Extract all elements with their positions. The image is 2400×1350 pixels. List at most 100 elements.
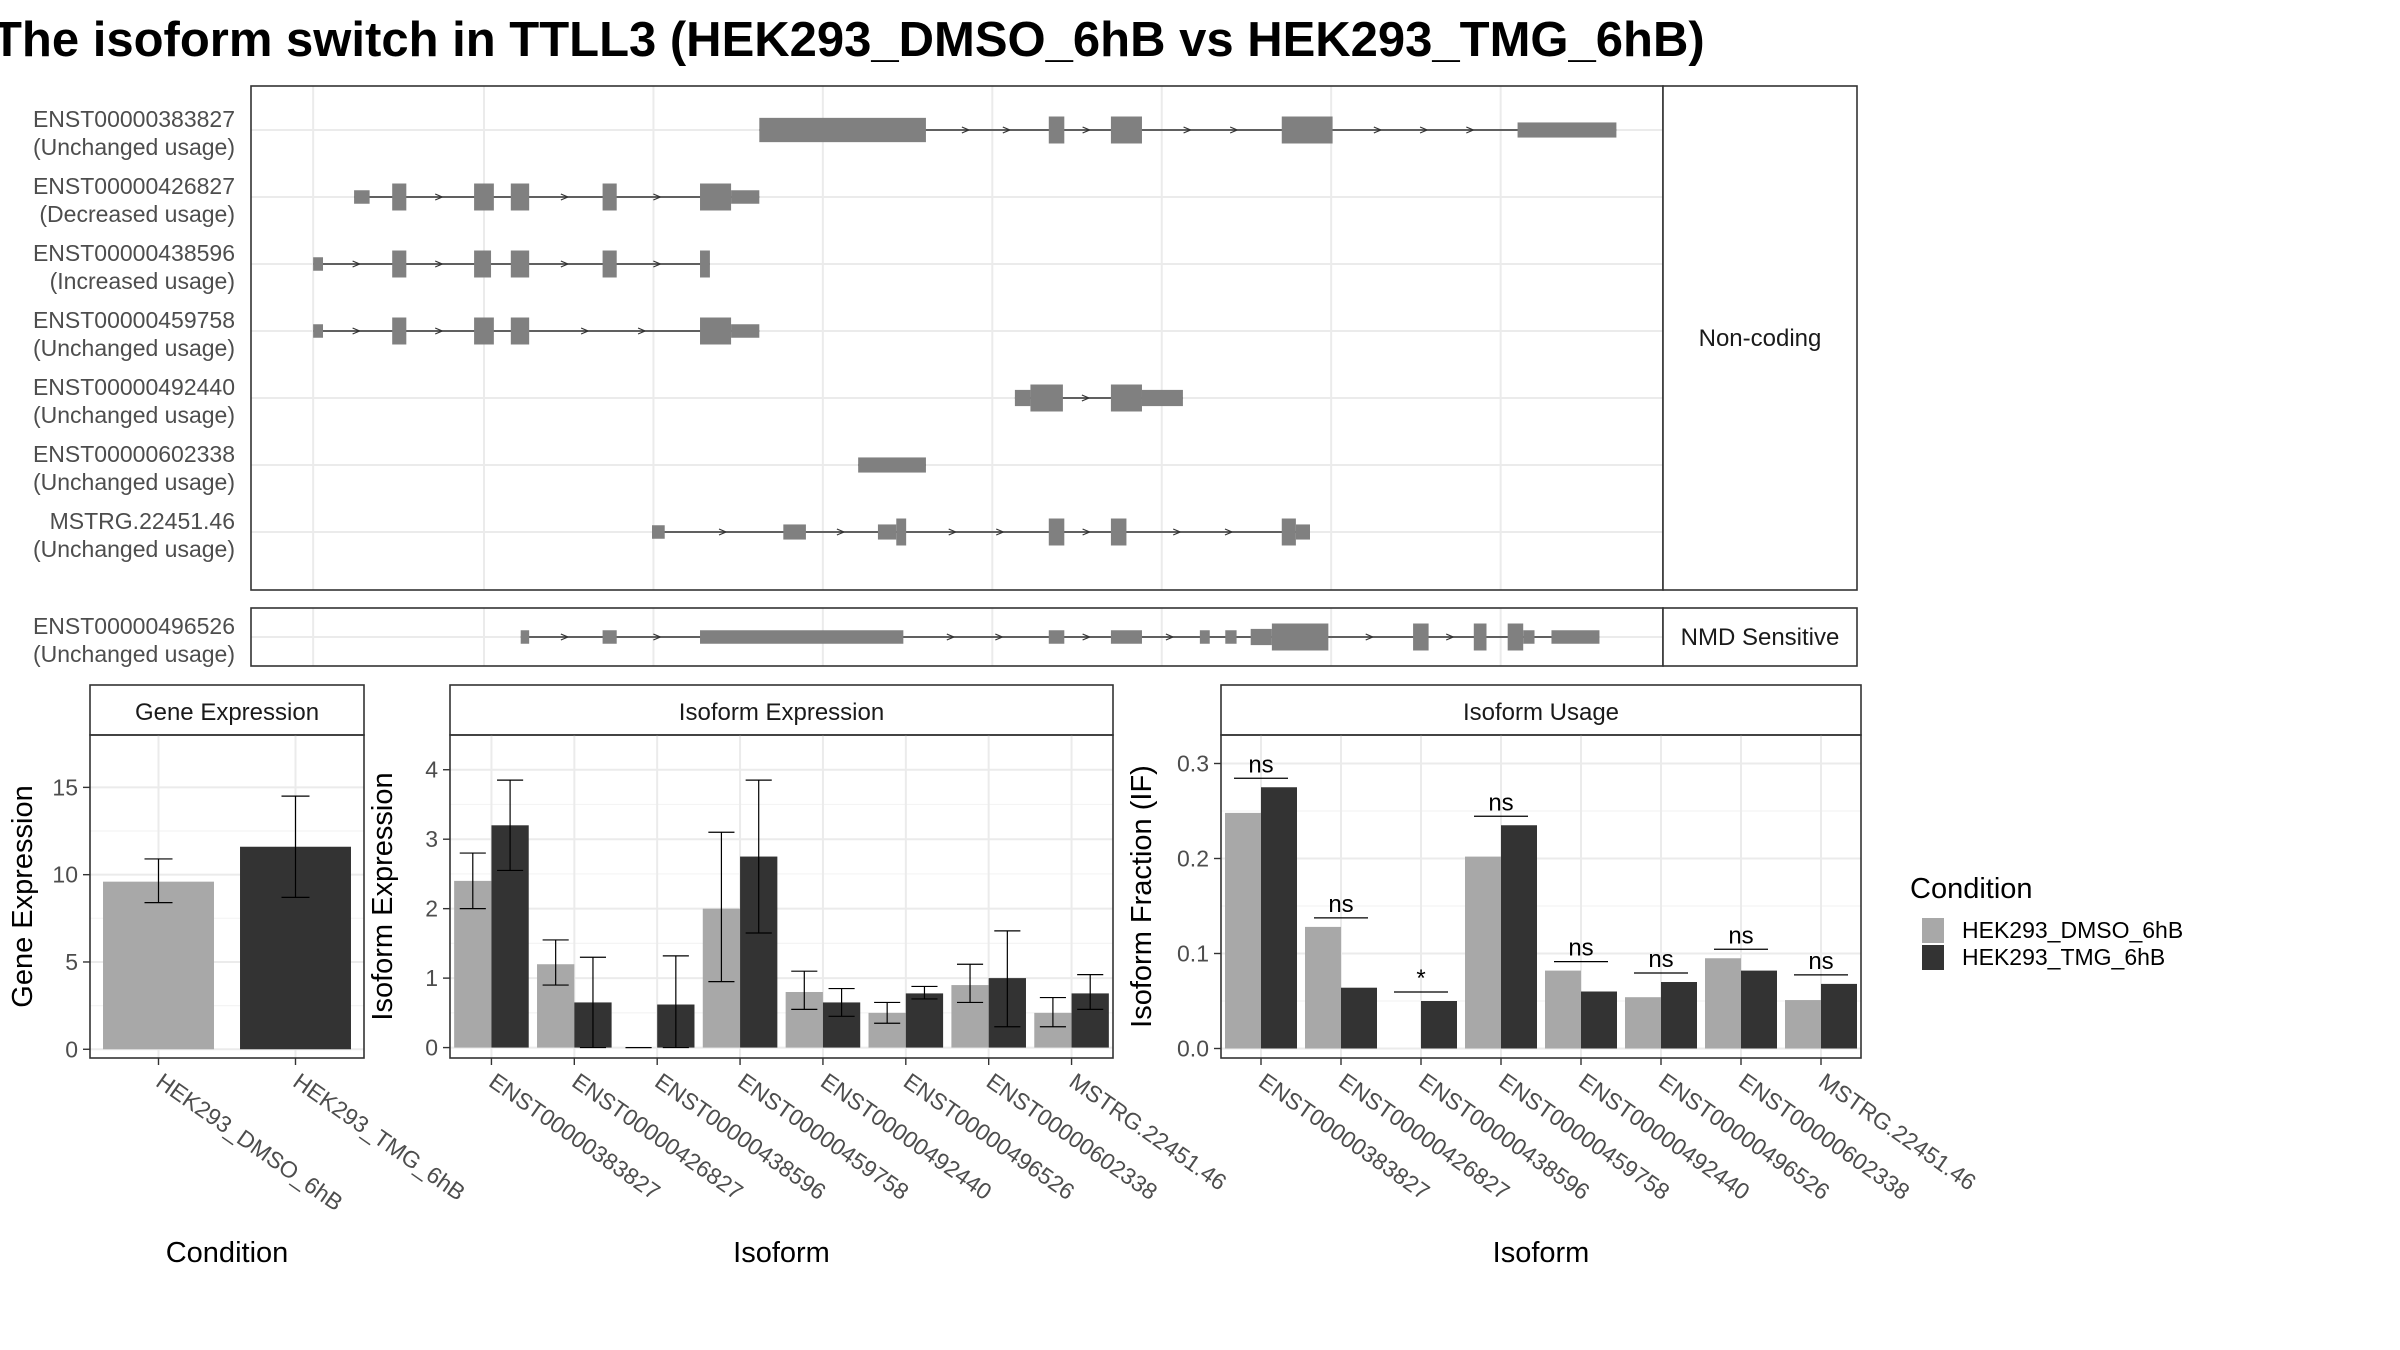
chart-border (89, 734, 365, 1059)
legend-label: HEK293_DMSO_6hB (1962, 917, 2183, 943)
facet-strip-label: NMD Sensitive (1681, 624, 1840, 651)
legend-swatch (1922, 918, 1944, 943)
direction-arrow (653, 260, 662, 268)
bar (1625, 997, 1661, 1049)
y-tick-label: 4 (425, 757, 438, 783)
transcript-row: ENST00000438596(Increased usage) (33, 240, 710, 294)
exon (474, 183, 494, 211)
direction-arrow (1002, 126, 1012, 134)
exon (731, 190, 760, 204)
exon (510, 317, 530, 345)
legend-swatch (1922, 945, 1944, 970)
exon (1551, 630, 1600, 644)
chart-title: Isoform Usage (1463, 699, 1619, 726)
exon (759, 117, 926, 143)
direction-arrow (1082, 126, 1092, 134)
chart-title: Isoform Expression (679, 699, 884, 726)
exon (858, 457, 926, 473)
facet-strip (1662, 607, 1858, 667)
exon (1523, 630, 1535, 644)
y-tick-label: 2 (425, 896, 438, 922)
direction-arrow (560, 260, 570, 268)
transcript-row: ENST00000602338(Unchanged usage) (33, 441, 926, 495)
transcript-row: MSTRG.22451.46(Unchanged usage) (33, 508, 1310, 562)
exon (602, 183, 617, 211)
exon (520, 630, 530, 644)
exon (313, 257, 324, 271)
exon (877, 524, 897, 540)
bar (1305, 926, 1341, 1049)
exon (783, 524, 806, 540)
exon (1517, 122, 1617, 138)
direction-arrow (653, 193, 662, 201)
direction-arrow (434, 327, 444, 335)
exon (1281, 116, 1333, 144)
transcript-id-label: ENST00000492440 (33, 374, 235, 400)
bar (103, 881, 214, 1050)
bar (1705, 958, 1741, 1049)
exon (1141, 389, 1183, 407)
facet-strip (1662, 85, 1858, 591)
y-axis-title: Isoform Expression (367, 772, 399, 1020)
transcript-usage-label: (Increased usage) (50, 268, 235, 294)
exon (700, 250, 710, 278)
exon (700, 630, 904, 644)
y-tick-label: 5 (65, 949, 78, 975)
y-tick-label: 0 (65, 1036, 78, 1062)
bar (1225, 812, 1261, 1049)
direction-arrow (1466, 126, 1475, 134)
exon (1413, 623, 1429, 651)
bar (1581, 991, 1617, 1049)
significance-label: ns (1568, 935, 1593, 962)
bar (1261, 787, 1297, 1049)
transcript-usage-label: (Unchanged usage) (33, 536, 235, 562)
bar (1661, 982, 1697, 1049)
exon (1048, 116, 1065, 144)
y-tick-label: 10 (52, 862, 78, 888)
bar (1545, 970, 1581, 1049)
exon (392, 183, 407, 211)
y-tick-label: 3 (425, 826, 438, 852)
bar (1785, 1000, 1821, 1049)
transcript-structure-panel: ENST00000383827(Unchanged usage)ENST0000… (33, 85, 1858, 667)
significance-label: * (1416, 965, 1425, 992)
direction-arrow (1082, 633, 1092, 641)
x-axis-title: Isoform (1493, 1237, 1590, 1269)
direction-arrow (1445, 633, 1455, 641)
y-axis-title: Isoform Fraction (IF) (1126, 765, 1158, 1028)
x-axis-title: Condition (166, 1237, 289, 1269)
y-tick-label: 0 (425, 1035, 438, 1061)
exon (700, 183, 732, 211)
transcript-usage-label: (Unchanged usage) (33, 402, 235, 428)
direction-arrow (637, 327, 647, 335)
direction-arrow (996, 528, 1005, 536)
chart-panel: Isoform Expression01234ENST00000383827EN… (367, 684, 1231, 1269)
transcript-usage-label: (Decreased usage) (39, 201, 235, 227)
transcript-usage-label: (Unchanged usage) (33, 641, 235, 667)
transcript-usage-label: (Unchanged usage) (33, 134, 235, 160)
direction-arrow (352, 260, 362, 268)
direction-arrow (1165, 633, 1175, 641)
direction-arrow (1365, 633, 1375, 641)
exon (1110, 116, 1142, 144)
chart-strip (89, 684, 365, 736)
y-tick-label: 1 (425, 965, 438, 991)
exon (474, 317, 494, 345)
legend-label: HEK293_TMG_6hB (1962, 944, 2165, 970)
significance-label: ns (1248, 751, 1273, 778)
exon (1048, 518, 1065, 546)
transcript-row: ENST00000496526(Unchanged usage) (33, 613, 1600, 667)
exon (510, 183, 530, 211)
transcript-id-label: ENST00000496526 (33, 613, 235, 639)
exon (1110, 630, 1142, 644)
direction-arrow (434, 260, 444, 268)
transcript-row: ENST00000383827(Unchanged usage) (33, 106, 1617, 160)
transcript-id-label: ENST00000383827 (33, 106, 235, 132)
chart-title: Gene Expression (135, 699, 319, 726)
chart-strip (1220, 684, 1862, 736)
direction-arrow (1224, 528, 1234, 536)
direction-arrow (836, 528, 846, 536)
exon (602, 250, 617, 278)
